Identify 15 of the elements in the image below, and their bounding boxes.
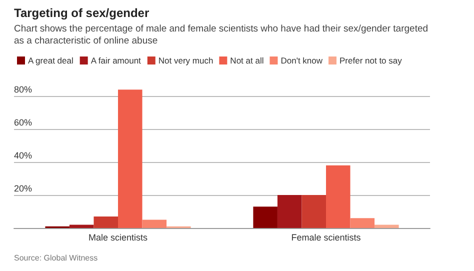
source-note: Source: Global Witness	[14, 254, 98, 262]
legend-label: Prefer not to say	[340, 56, 403, 66]
y-tick-label: 60%	[14, 118, 32, 128]
chart-subtitle: Chart shows the percentage of male and female scientists who have had their sex/gender targeted as a characteristic of online abuse	[14, 24, 431, 46]
x-tick-label: Female scientists	[291, 232, 362, 242]
legend-label: Don't know	[280, 56, 324, 66]
legend-label: Not at all	[230, 56, 264, 66]
legend-label: Not very much	[158, 56, 214, 66]
y-tick-label: 80%	[14, 84, 32, 95]
y-tick-label: 20%	[14, 184, 32, 194]
chart-title: Targeting of sex/gender	[14, 6, 150, 20]
x-tick-label: Male scientists	[88, 232, 148, 242]
legend-label: A fair amount	[90, 56, 142, 66]
y-tick-label: 40%	[14, 150, 32, 161]
legend-label: A great deal	[28, 56, 74, 66]
